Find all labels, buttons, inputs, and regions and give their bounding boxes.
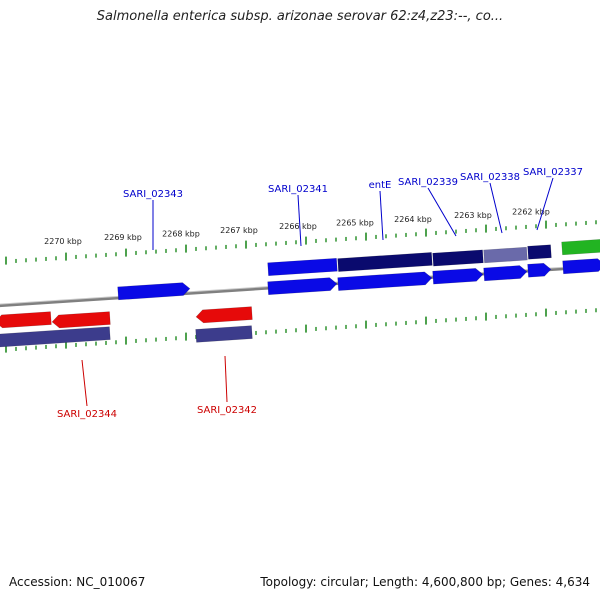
forward-gene-sari-02338[interactable] bbox=[483, 246, 528, 264]
gene-label-leader bbox=[536, 177, 554, 231]
reverse-cds-sari-02342[interactable] bbox=[195, 306, 253, 324]
gene-label-leader bbox=[81, 359, 88, 407]
gene-label-forward[interactable]: SARI_02341 bbox=[268, 184, 328, 195]
scale-tick-label: 2266 kbp bbox=[279, 222, 317, 231]
scale-tick-label: 2268 kbp bbox=[162, 230, 200, 239]
gene-label-forward[interactable]: SARI_02343 bbox=[123, 189, 183, 200]
other-feature[interactable] bbox=[561, 238, 600, 256]
scale-tick-label: 2265 kbp bbox=[336, 219, 374, 228]
gene-label-forward[interactable]: SARI_02337 bbox=[523, 167, 583, 178]
gene-label-leader bbox=[427, 187, 457, 237]
forward-cds-sari-02338[interactable] bbox=[483, 265, 528, 282]
gene-label-leader bbox=[489, 182, 503, 234]
forward-gene-sari-02337[interactable] bbox=[527, 244, 552, 260]
forward-cds-sari-02343[interactable] bbox=[117, 282, 191, 301]
scale-tick-label: 2267 kbp bbox=[220, 226, 258, 235]
forward-cds-sari-02337[interactable] bbox=[527, 262, 552, 278]
gene-label-forward[interactable]: entE bbox=[369, 180, 392, 191]
reverse-gene-sari-02344[interactable] bbox=[0, 326, 111, 348]
forward-cds-sari-02341[interactable] bbox=[267, 277, 338, 296]
forward-cds-next[interactable] bbox=[562, 258, 600, 275]
forward-cds-sari-02339[interactable] bbox=[432, 268, 484, 285]
scale-tick-label: 2269 kbp bbox=[104, 233, 142, 242]
genome-summary: Topology: circular; Length: 4,600,800 bp… bbox=[260, 575, 590, 589]
scale-tick-label: 2262 kbp bbox=[512, 207, 550, 216]
scale-tick-label: 2264 kbp bbox=[394, 215, 432, 224]
reverse-cds-left[interactable] bbox=[0, 311, 52, 329]
gene-label-reverse[interactable]: SARI_02344 bbox=[57, 409, 117, 420]
scale-tick-label: 2270 kbp bbox=[44, 237, 82, 246]
reverse-cds-sari-02344[interactable] bbox=[51, 311, 111, 329]
reverse-gene-sari-02342[interactable] bbox=[195, 325, 253, 343]
forward-gene-sari-02339[interactable] bbox=[432, 249, 484, 267]
gene-label-forward[interactable]: SARI_02339 bbox=[398, 177, 458, 188]
gene-label-leader bbox=[297, 194, 302, 247]
gene-label-reverse[interactable]: SARI_02342 bbox=[197, 405, 257, 416]
gene-label-leader bbox=[379, 190, 384, 241]
forward-gene-sari-02341[interactable] bbox=[267, 257, 338, 277]
forward-gene-ente[interactable] bbox=[337, 252, 433, 272]
forward-cds-ente[interactable] bbox=[337, 271, 433, 291]
map-title: Salmonella enterica subsp. arizonae sero… bbox=[96, 9, 504, 24]
accession-label: Accession: NC_010067 bbox=[9, 575, 146, 589]
gene-label-leader bbox=[224, 355, 228, 403]
gene-label-forward[interactable]: SARI_02338 bbox=[460, 172, 520, 183]
scale-tick-label: 2263 kbp bbox=[454, 211, 492, 220]
